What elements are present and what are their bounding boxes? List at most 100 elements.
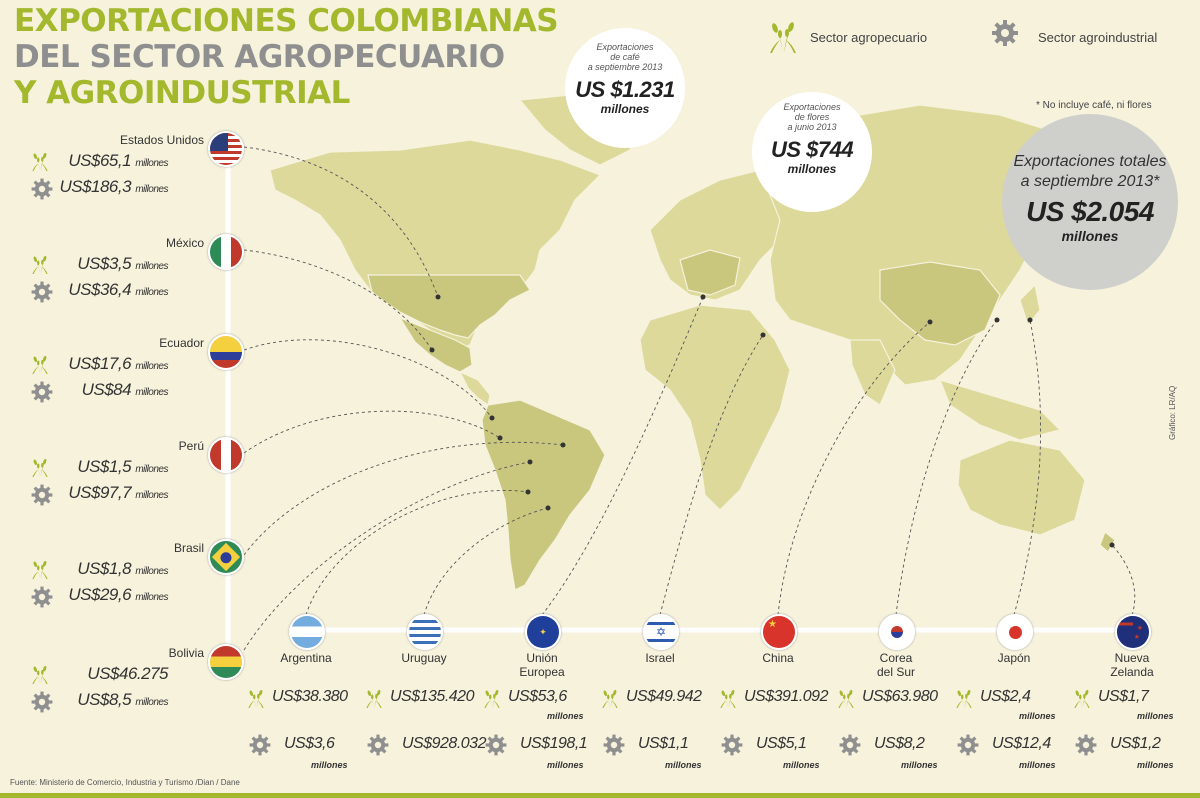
agroind-value-union-europea: US$198,1 bbox=[520, 735, 588, 752]
title-line-3: Y AGROINDUSTRIAL bbox=[14, 75, 350, 111]
flores-unit: millones bbox=[787, 162, 837, 176]
wheat-icon bbox=[838, 689, 854, 708]
map-eu-core bbox=[679, 249, 741, 296]
flag-japon bbox=[997, 614, 1033, 650]
agro-value-mexico: US$3,5 millones bbox=[77, 254, 168, 273]
flag-union-europea: ✦ bbox=[525, 614, 561, 650]
gear-icon bbox=[992, 20, 1018, 46]
flores-cap3: a junio 2013 bbox=[787, 122, 837, 132]
line-corea bbox=[895, 319, 998, 616]
agro-value-bolivia: US$46.275 bbox=[87, 664, 168, 683]
gear-icon bbox=[31, 178, 53, 200]
agroind-value-japon: US$12,4 bbox=[992, 735, 1051, 752]
wheat-icon bbox=[956, 689, 972, 708]
gear-icon bbox=[367, 734, 389, 756]
agro-value-israel: US$49.942 bbox=[626, 688, 702, 705]
agroind-value-argentina: US$3,6 bbox=[284, 735, 335, 752]
country-name-estados-unidos: Estados Unidos bbox=[119, 133, 204, 147]
country-name-bolivia: Bolivia bbox=[168, 646, 204, 660]
total-value: US $2.054 bbox=[1026, 196, 1154, 227]
flag-uruguay bbox=[407, 614, 443, 650]
agroind-value-china: US$5,1 bbox=[756, 735, 807, 752]
gear-icon bbox=[603, 734, 625, 756]
gear-icon bbox=[249, 734, 271, 756]
map-mexico bbox=[398, 316, 473, 373]
source-footer: Fuente: Ministerio de Comercio, Industri… bbox=[10, 778, 240, 787]
gear-icon bbox=[957, 734, 979, 756]
total-cap2: a septiembre 2013* bbox=[1020, 173, 1160, 190]
total-unit: millones bbox=[1061, 228, 1119, 244]
wheat-icon bbox=[602, 689, 618, 708]
total-bubble: Exportaciones totales a septiembre 2013*… bbox=[1002, 114, 1178, 290]
gear-icon bbox=[31, 484, 53, 506]
agroind-unit-japon: millones bbox=[1019, 760, 1056, 770]
map-north-america bbox=[269, 139, 602, 351]
agro-value-peru: US$1,5 millones bbox=[77, 457, 168, 476]
agro-value-japon: US$2,4 bbox=[980, 688, 1031, 705]
agro-value-uruguay: US$135.420 bbox=[390, 688, 474, 705]
flores-cap2: de flores bbox=[794, 112, 830, 122]
country-name-israel: Israel bbox=[645, 651, 675, 665]
map-central-america bbox=[458, 370, 491, 407]
wheat-icon bbox=[720, 689, 736, 708]
line-uruguay bbox=[423, 507, 549, 616]
wheat-icon bbox=[484, 689, 500, 708]
country-name-corea-del-sur: Corea del Sur bbox=[876, 651, 916, 679]
flag-argentina bbox=[289, 614, 325, 650]
line-ecuador bbox=[243, 339, 493, 419]
flag-mexico bbox=[208, 234, 244, 270]
agro-value-ecuador: US$17,6 millones bbox=[68, 354, 168, 373]
country-name-peru: Perú bbox=[178, 439, 204, 453]
agroind-unit-nueva-zelanda: millones bbox=[1137, 760, 1174, 770]
wheat-icon bbox=[32, 255, 48, 274]
gear-icon bbox=[31, 381, 53, 403]
total-cap1: Exportaciones totales bbox=[1013, 153, 1167, 170]
agroind-unit-china: millones bbox=[783, 760, 820, 770]
country-name-china: China bbox=[762, 651, 794, 665]
bottom-accent-bar bbox=[0, 793, 1200, 798]
country-name-uruguay: Uruguay bbox=[401, 651, 447, 665]
agroind-value-israel: US$1,1 bbox=[638, 735, 689, 752]
line-peru bbox=[243, 410, 501, 454]
gear-icon bbox=[485, 734, 507, 756]
cafe-value: US $1.231 bbox=[575, 77, 675, 102]
agro-value-union-europea: US$53,6 bbox=[508, 688, 567, 705]
country-name-nueva-zelanda: Nueva Zelanda bbox=[1110, 651, 1154, 679]
agro-value-argentina: US$38.380 bbox=[272, 688, 348, 705]
map-new-zealand bbox=[1099, 531, 1116, 553]
flag-corea-del-sur bbox=[879, 614, 915, 650]
agroind-unit-israel: millones bbox=[665, 760, 702, 770]
flores-value: US $744 bbox=[770, 137, 854, 162]
title-line-2: DEL SECTOR AGROPECUARIO bbox=[14, 39, 505, 75]
agroind-value-estados-unidos: US$186,3 millones bbox=[59, 177, 168, 196]
line-japon bbox=[1013, 319, 1041, 616]
gear-icon bbox=[31, 281, 53, 303]
legend-agroind-label: Sector agroindustrial bbox=[1038, 30, 1158, 45]
line-brasil bbox=[243, 441, 564, 556]
wheat-icon bbox=[366, 689, 382, 708]
wheat-icon bbox=[248, 689, 264, 708]
country-name-argentina: Argentina bbox=[280, 651, 332, 665]
agro-unit-nueva-zelanda: millones bbox=[1137, 711, 1174, 721]
wheat-icon bbox=[32, 152, 48, 171]
gear-icon bbox=[721, 734, 743, 756]
agro-unit-union-europea: millones bbox=[547, 711, 584, 721]
flag-bolivia bbox=[208, 644, 244, 680]
wheat-icon bbox=[32, 355, 48, 374]
flag-brasil bbox=[208, 539, 244, 575]
gear-icon bbox=[31, 691, 53, 713]
gear-icon bbox=[839, 734, 861, 756]
footnote: * No incluye café, ni flores bbox=[1036, 100, 1152, 111]
cafe-bubble: Exportaciones de café a septiembre 2013 … bbox=[565, 28, 685, 148]
gear-icon bbox=[1075, 734, 1097, 756]
agroind-unit-union-europea: millones bbox=[547, 760, 584, 770]
line-mexico bbox=[243, 249, 433, 351]
gear-icon bbox=[31, 586, 53, 608]
cafe-cap3: a septiembre 2013 bbox=[587, 62, 663, 72]
legend-agro-label: Sector agropecuario bbox=[810, 30, 928, 45]
map-africa bbox=[639, 304, 791, 511]
wheat-icon bbox=[1074, 689, 1090, 708]
wheat-icon bbox=[32, 560, 48, 579]
graphic-credit: Gráfico: LR/AQ bbox=[1168, 385, 1177, 440]
